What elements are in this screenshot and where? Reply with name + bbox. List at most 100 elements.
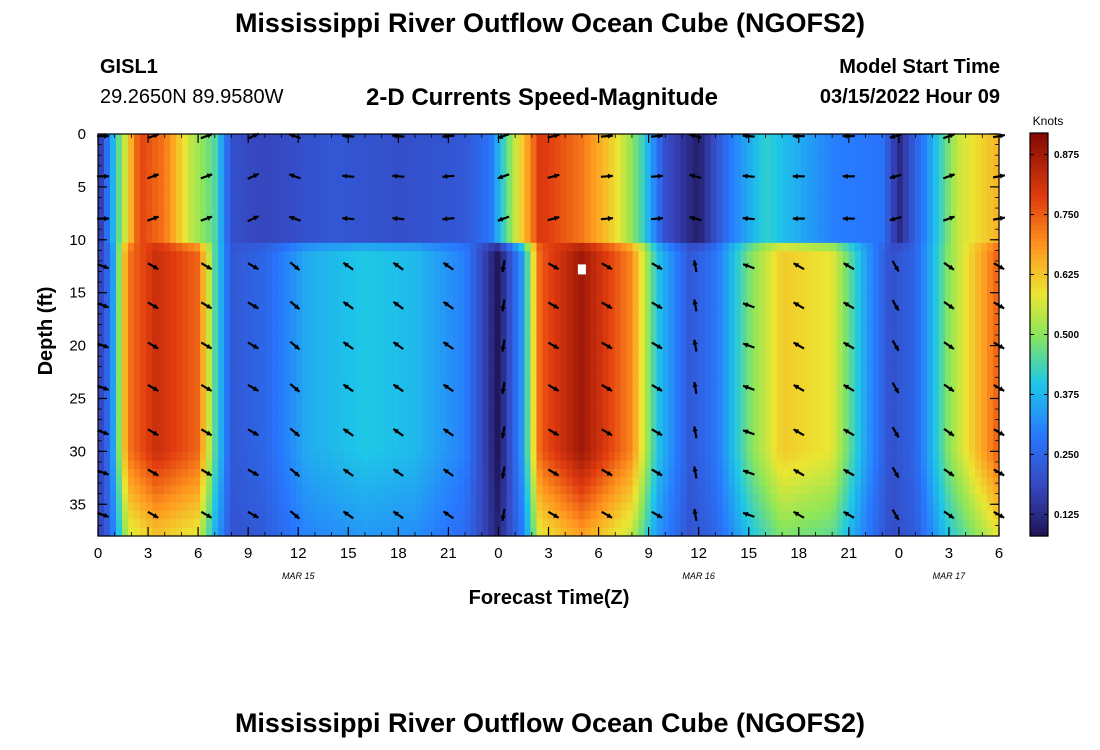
heat-cell	[272, 452, 279, 462]
heat-cell	[644, 184, 652, 194]
heat-cell	[500, 284, 508, 294]
heat-cell	[422, 368, 429, 378]
heat-cell	[236, 217, 243, 227]
heat-cell	[332, 460, 339, 470]
heat-cell	[596, 259, 604, 269]
heat-cell	[182, 477, 189, 487]
heat-cell	[236, 477, 243, 487]
heat-cell	[314, 326, 321, 336]
heat-cell	[314, 335, 321, 344]
heat-cell	[716, 502, 724, 512]
heat-cell	[122, 142, 129, 152]
heat-cell	[284, 368, 291, 378]
heat-cell	[224, 326, 231, 336]
heat-cell	[290, 502, 297, 512]
heat-cell	[206, 393, 213, 403]
heat-cell	[170, 192, 177, 202]
heat-cell	[416, 234, 423, 244]
heat-cell	[602, 385, 610, 395]
heat-cell	[242, 410, 249, 420]
heat-cell	[422, 201, 429, 210]
heat-cell	[164, 527, 171, 537]
heat-cell	[320, 134, 327, 143]
heat-cell	[242, 469, 249, 478]
heat-cell	[542, 452, 550, 462]
heat-cell	[644, 435, 652, 445]
heat-cell	[458, 418, 466, 428]
heat-cell	[350, 234, 357, 244]
heat-cell	[602, 309, 610, 319]
heat-cell	[308, 494, 315, 504]
heat-cell	[230, 268, 237, 277]
heat-cell	[212, 368, 219, 378]
heat-cell	[488, 460, 496, 470]
heat-cell	[272, 368, 279, 378]
heat-cell	[602, 318, 610, 328]
heat-cell	[692, 167, 700, 177]
heat-cell	[446, 242, 453, 252]
heat-cell	[320, 393, 327, 403]
heat-cell	[572, 469, 580, 478]
heat-cell	[428, 343, 435, 353]
heat-cell	[500, 167, 508, 177]
heat-cell	[260, 418, 267, 428]
heat-cell	[716, 393, 724, 403]
heat-cell	[98, 318, 105, 328]
heat-cell	[278, 485, 285, 495]
heat-cell	[566, 410, 574, 420]
heat-cell	[266, 385, 273, 395]
heat-cell	[530, 326, 538, 336]
heat-cell	[632, 301, 640, 311]
heat-cell	[116, 175, 123, 185]
heat-cell	[332, 251, 339, 261]
heat-cell	[524, 184, 532, 194]
heat-cell	[176, 335, 183, 344]
heat-cell	[446, 192, 453, 202]
heat-cell	[632, 268, 640, 277]
heat-cell	[410, 376, 417, 386]
heat-cell	[170, 309, 177, 319]
heat-cell	[530, 385, 538, 395]
heat-cell	[572, 192, 580, 202]
heat-cell	[542, 494, 550, 504]
heat-cell	[488, 217, 496, 227]
heat-cell	[392, 519, 399, 529]
heat-cell	[614, 251, 622, 261]
heat-cell	[410, 385, 417, 395]
heat-cell	[236, 234, 243, 244]
heat-cell	[350, 360, 357, 370]
heat-cell	[134, 142, 141, 152]
heat-cell	[398, 494, 405, 504]
heat-cell	[362, 175, 369, 185]
heat-cell	[704, 251, 712, 261]
heat-cell	[224, 242, 231, 252]
heat-cell	[578, 234, 586, 244]
heat-cell	[134, 134, 141, 143]
heat-cell	[350, 519, 357, 529]
heat-cell	[224, 309, 231, 319]
heat-cell	[254, 435, 261, 445]
heat-cell	[368, 167, 375, 177]
heat-cell	[464, 360, 472, 370]
heat-cell	[710, 301, 718, 311]
heat-cell	[146, 502, 153, 512]
heat-cell	[302, 510, 309, 520]
heat-cell	[476, 234, 484, 244]
heat-cell	[608, 293, 616, 303]
heat-cell	[638, 452, 646, 462]
heat-cell	[656, 175, 664, 185]
heat-cell	[104, 502, 111, 512]
heat-cell	[176, 268, 183, 277]
heat-cell	[110, 494, 117, 504]
heat-cell	[548, 335, 556, 344]
heat-cell	[596, 494, 604, 504]
heat-cell	[152, 326, 159, 336]
heat-cell	[608, 184, 616, 194]
heat-cell	[542, 435, 550, 445]
heat-cell	[110, 527, 117, 537]
heat-cell	[206, 460, 213, 470]
heat-cell	[386, 226, 393, 236]
heat-cell	[650, 368, 658, 378]
heat-cell	[284, 443, 291, 453]
heat-cell	[476, 477, 484, 487]
